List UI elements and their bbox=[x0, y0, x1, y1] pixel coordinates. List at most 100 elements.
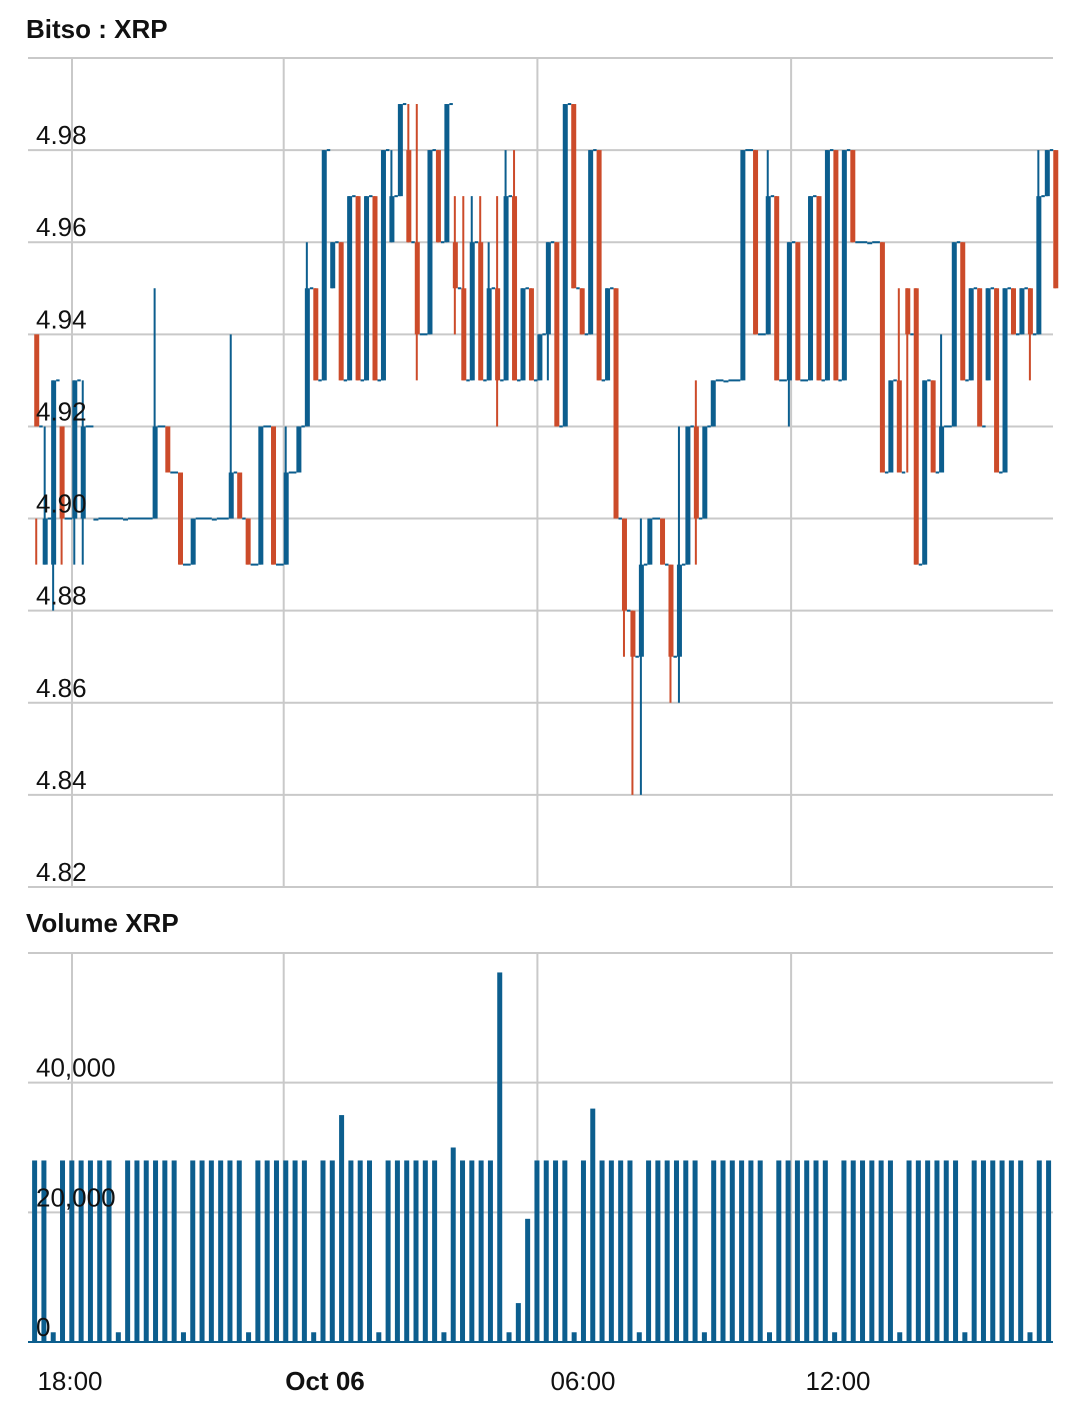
price-candle bbox=[80, 426, 86, 519]
price-candle bbox=[960, 242, 966, 381]
price-ytick-label: 4.92 bbox=[36, 396, 87, 426]
volume-bar bbox=[115, 1332, 121, 1342]
price-candle bbox=[355, 196, 361, 381]
price-candle bbox=[283, 472, 289, 565]
volume-bar bbox=[599, 1160, 605, 1342]
volume-bar bbox=[292, 1160, 298, 1342]
volume-bar bbox=[339, 1115, 345, 1342]
volume-bar bbox=[255, 1160, 261, 1342]
volume-bar bbox=[701, 1332, 707, 1342]
price-candle bbox=[461, 288, 467, 381]
price-candle bbox=[42, 518, 48, 565]
volume-bar bbox=[999, 1160, 1005, 1342]
volume-bar bbox=[887, 1160, 893, 1342]
volume-bar bbox=[320, 1160, 326, 1342]
price-candle bbox=[503, 196, 509, 381]
volume-bar bbox=[655, 1160, 661, 1342]
volume-bar bbox=[590, 1108, 596, 1342]
volume-bar bbox=[553, 1160, 559, 1342]
price-candle bbox=[469, 242, 475, 381]
price-candle bbox=[676, 564, 682, 657]
volume-bar bbox=[143, 1160, 149, 1342]
volume-bar bbox=[32, 1160, 38, 1342]
volume-bar bbox=[1046, 1160, 1052, 1342]
volume-bar bbox=[311, 1332, 317, 1342]
price-candle bbox=[930, 380, 936, 473]
volume-bar bbox=[1018, 1160, 1024, 1342]
price-candle bbox=[59, 426, 65, 519]
volume-bar bbox=[562, 1160, 568, 1342]
volume-bar bbox=[646, 1160, 652, 1342]
price-candle bbox=[985, 288, 991, 381]
volume-bar bbox=[478, 1160, 484, 1342]
price-candle bbox=[808, 196, 814, 381]
volume-bar bbox=[711, 1160, 717, 1342]
price-candles bbox=[34, 103, 1059, 795]
price-candle bbox=[51, 380, 57, 565]
volume-bar bbox=[571, 1332, 577, 1342]
price-candle bbox=[152, 426, 158, 519]
volume-bar bbox=[804, 1160, 810, 1342]
price-candle bbox=[1002, 288, 1008, 473]
price-candle bbox=[486, 288, 492, 381]
volume-bar bbox=[469, 1160, 475, 1342]
price-candle bbox=[228, 472, 234, 519]
volume-bar bbox=[525, 1218, 531, 1342]
volume-bar bbox=[580, 1160, 586, 1342]
price-ytick-label: 4.94 bbox=[36, 304, 87, 334]
volume-bar bbox=[953, 1160, 959, 1342]
volume-bar bbox=[971, 1160, 977, 1342]
price-candle bbox=[786, 242, 792, 381]
volume-bar bbox=[618, 1160, 624, 1342]
volume-bar bbox=[367, 1160, 373, 1342]
volume-bar bbox=[283, 1160, 289, 1342]
volume-bar bbox=[376, 1332, 382, 1342]
volume-bar bbox=[385, 1160, 391, 1342]
price-candle bbox=[427, 150, 433, 335]
volume-bar bbox=[739, 1160, 745, 1342]
price-candle bbox=[338, 242, 344, 381]
volume-bar bbox=[60, 1160, 66, 1342]
price-chart-title: Bitso : XRP bbox=[26, 14, 168, 44]
axis-labels: 4.82 4.84 4.86 4.88 4.90 4.92 4.94 4.96 4.98 0 20,… bbox=[36, 120, 871, 1396]
price-candle bbox=[630, 610, 636, 657]
price-candle bbox=[296, 426, 302, 473]
volume-bar bbox=[190, 1160, 196, 1342]
price-candle bbox=[435, 150, 441, 243]
volume-bar bbox=[785, 1160, 791, 1342]
price-candle bbox=[1053, 150, 1059, 289]
x-axis-tick-label: Oct 06 bbox=[285, 1366, 365, 1396]
volume-bar bbox=[69, 1160, 75, 1342]
price-candle bbox=[765, 196, 771, 335]
price-candle bbox=[596, 150, 602, 381]
price-candle bbox=[414, 242, 420, 335]
volume-bar bbox=[832, 1332, 838, 1342]
volume-bar bbox=[869, 1160, 875, 1342]
price-candle bbox=[888, 380, 894, 473]
volume-bars bbox=[28, 972, 1053, 1343]
volume-bar bbox=[153, 1160, 159, 1342]
price-candle bbox=[211, 518, 217, 521]
price-candle bbox=[939, 426, 945, 473]
volume-bar bbox=[776, 1160, 782, 1342]
volume-bar bbox=[664, 1160, 670, 1342]
price-candle bbox=[753, 150, 759, 335]
volume-bar bbox=[962, 1332, 968, 1342]
price-candle bbox=[668, 564, 674, 657]
volume-bar bbox=[897, 1332, 903, 1342]
volume-bar bbox=[50, 1332, 56, 1342]
volume-bar bbox=[608, 1160, 614, 1342]
price-candle bbox=[850, 150, 856, 243]
volume-bar bbox=[422, 1160, 428, 1342]
price-ytick-label: 4.82 bbox=[36, 857, 87, 887]
volume-ytick-label: 0 bbox=[36, 1312, 50, 1342]
volume-bar bbox=[748, 1160, 754, 1342]
volume-bar bbox=[906, 1160, 912, 1342]
price-candle bbox=[512, 196, 518, 381]
volume-bar bbox=[943, 1160, 949, 1342]
volume-bar bbox=[822, 1160, 828, 1342]
price-candle bbox=[478, 242, 484, 381]
price-candle bbox=[444, 104, 450, 243]
price-candle bbox=[605, 288, 611, 381]
price-ytick-label: 4.96 bbox=[36, 212, 87, 242]
